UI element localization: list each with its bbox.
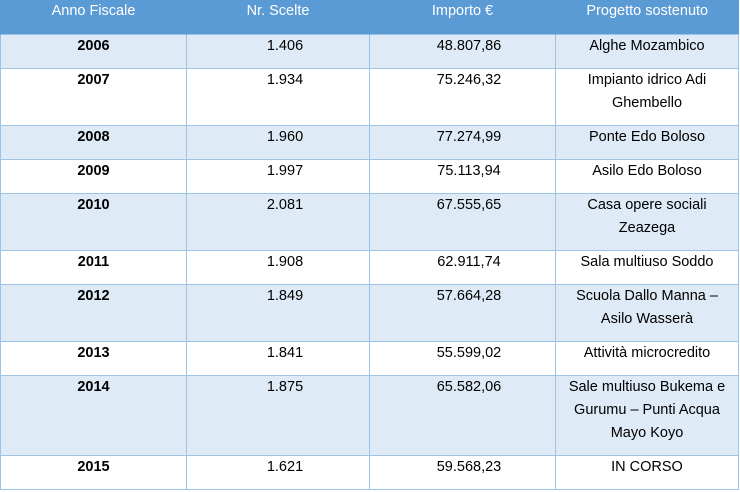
amount-cell: 62.911,74 xyxy=(369,250,556,285)
project-cell: Casa opere sociali Zeazega xyxy=(555,193,739,251)
amount-cell: 65.582,06 xyxy=(369,375,556,456)
project-cell: Asilo Edo Boloso xyxy=(555,159,739,194)
table-row: 2006 1.406 48.807,86 Alghe Mozambico xyxy=(0,34,739,69)
amount-cell: 55.599,02 xyxy=(369,341,556,376)
year-cell: 2014 xyxy=(0,375,187,456)
amount-cell: 67.555,65 xyxy=(369,193,556,251)
amount-cell: 75.246,32 xyxy=(369,68,556,126)
header-anno-fiscale: Anno Fiscale xyxy=(0,0,187,35)
header-row: Anno Fiscale Nr. Scelte Importo € Proget… xyxy=(0,0,739,35)
year-cell: 2008 xyxy=(0,125,187,160)
header-nr-scelte: Nr. Scelte xyxy=(186,0,370,35)
choices-cell: 1.621 xyxy=(186,455,370,490)
choices-cell: 1.997 xyxy=(186,159,370,194)
project-cell: Scuola Dallo Manna – Asilo Wasserà xyxy=(555,284,739,342)
table-row: 2010 2.081 67.555,65 Casa opere sociali … xyxy=(0,193,739,251)
project-cell: Ponte Edo Boloso xyxy=(555,125,739,160)
project-cell: IN CORSO xyxy=(555,455,739,490)
header-progetto-sostenuto: Progetto sostenuto xyxy=(555,0,739,35)
amount-cell: 57.664,28 xyxy=(369,284,556,342)
choices-cell: 1.934 xyxy=(186,68,370,126)
project-cell: Alghe Mozambico xyxy=(555,34,739,69)
year-cell: 2006 xyxy=(0,34,187,69)
amount-cell: 77.274,99 xyxy=(369,125,556,160)
table-row: 2009 1.997 75.113,94 Asilo Edo Boloso xyxy=(0,159,739,194)
year-cell: 2009 xyxy=(0,159,187,194)
table-row: 2008 1.960 77.274,99 Ponte Edo Boloso xyxy=(0,125,739,160)
amount-cell: 75.113,94 xyxy=(369,159,556,194)
project-cell: Sala multiuso Soddo xyxy=(555,250,739,285)
project-cell: Attività microcredito xyxy=(555,341,739,376)
table-row: 2015 1.621 59.568,23 IN CORSO xyxy=(0,455,739,490)
table-row: 2012 1.849 57.664,28 Scuola Dallo Manna … xyxy=(0,284,739,342)
table-row: 2014 1.875 65.582,06 Sale multiuso Bukem… xyxy=(0,375,739,456)
choices-cell: 1.875 xyxy=(186,375,370,456)
year-cell: 2007 xyxy=(0,68,187,126)
project-cell: Impianto idrico Adi Ghembello xyxy=(555,68,739,126)
year-cell: 2015 xyxy=(0,455,187,490)
choices-cell: 1.849 xyxy=(186,284,370,342)
amount-cell: 48.807,86 xyxy=(369,34,556,69)
choices-cell: 1.908 xyxy=(186,250,370,285)
choices-cell: 1.841 xyxy=(186,341,370,376)
year-cell: 2011 xyxy=(0,250,187,285)
header-importo: Importo € xyxy=(369,0,556,35)
amount-cell: 59.568,23 xyxy=(369,455,556,490)
table-row: 2007 1.934 75.246,32 Impianto idrico Adi… xyxy=(0,68,739,126)
year-cell: 2012 xyxy=(0,284,187,342)
year-cell: 2013 xyxy=(0,341,187,376)
year-cell: 2010 xyxy=(0,193,187,251)
choices-cell: 1.406 xyxy=(186,34,370,69)
table-row: 2013 1.841 55.599,02 Attività microcredi… xyxy=(0,341,739,376)
choices-cell: 1.960 xyxy=(186,125,370,160)
table-row: 2011 1.908 62.911,74 Sala multiuso Soddo xyxy=(0,250,739,285)
project-cell: Sale multiuso Bukema e Gurumu – Punti Ac… xyxy=(555,375,739,456)
choices-cell: 2.081 xyxy=(186,193,370,251)
